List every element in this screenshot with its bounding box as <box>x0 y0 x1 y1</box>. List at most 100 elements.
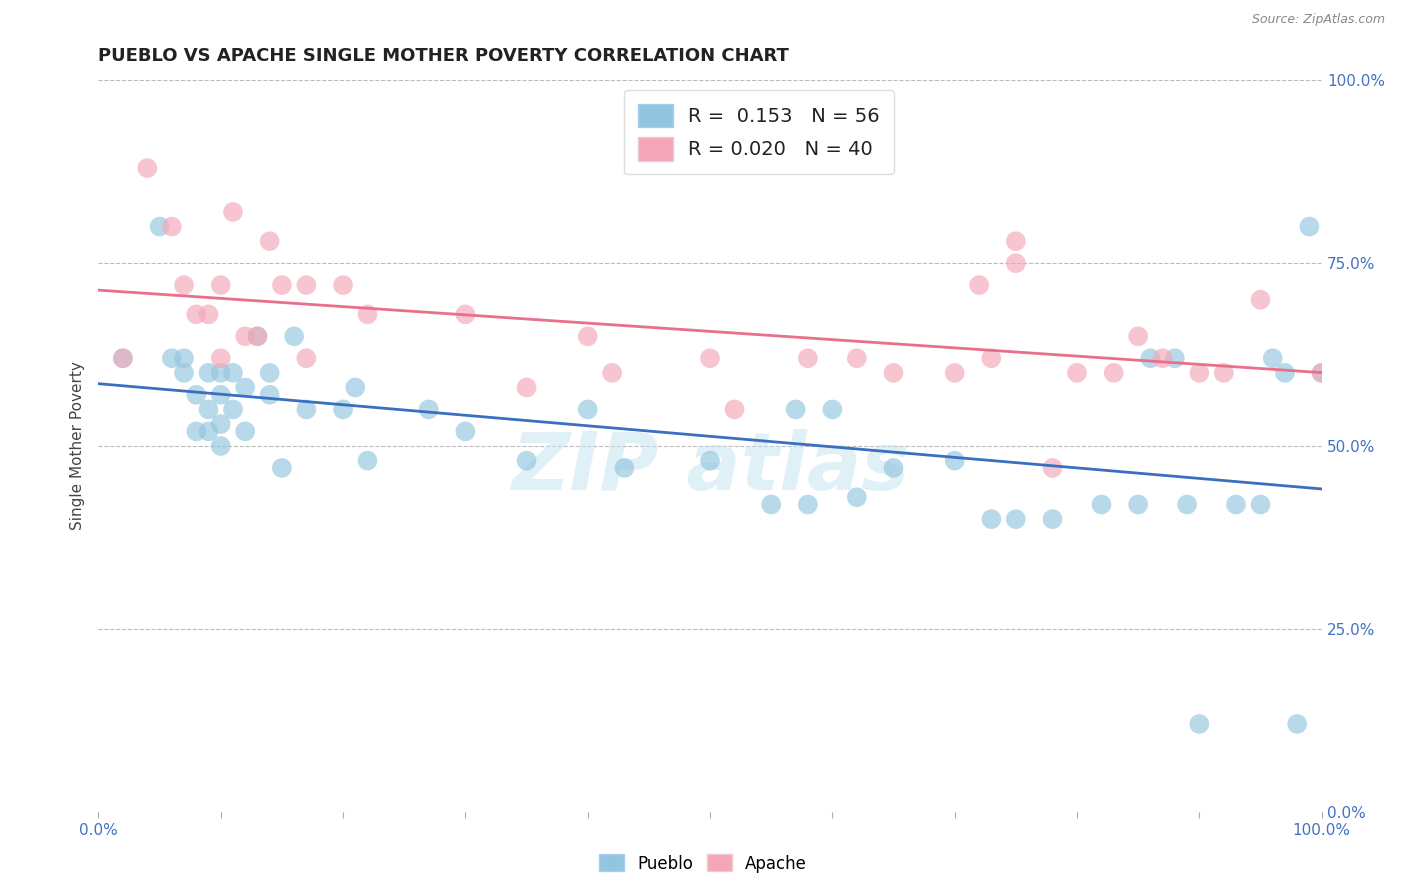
Y-axis label: Single Mother Poverty: Single Mother Poverty <box>70 361 86 531</box>
Point <box>295 402 318 417</box>
Point <box>418 402 440 417</box>
Point <box>845 490 868 504</box>
Point <box>233 380 256 394</box>
Point <box>111 351 134 366</box>
Point <box>1188 366 1211 380</box>
Point <box>270 461 294 475</box>
Point <box>173 278 195 293</box>
Point <box>246 329 269 343</box>
Point <box>785 402 807 417</box>
Point <box>943 453 966 467</box>
Point <box>197 307 219 321</box>
Point <box>883 461 905 475</box>
Point <box>1286 717 1309 731</box>
Point <box>1139 351 1161 366</box>
Point <box>1249 293 1271 307</box>
Point <box>1225 498 1247 512</box>
Point <box>576 402 599 417</box>
Point <box>761 498 783 512</box>
Point <box>797 498 820 512</box>
Point <box>1249 498 1271 512</box>
Point <box>160 219 183 234</box>
Point <box>1274 366 1296 380</box>
Point <box>613 461 636 475</box>
Point <box>454 307 477 321</box>
Point <box>222 402 245 417</box>
Text: PUEBLO VS APACHE SINGLE MOTHER POVERTY CORRELATION CHART: PUEBLO VS APACHE SINGLE MOTHER POVERTY C… <box>98 47 789 65</box>
Point <box>295 278 318 293</box>
Point <box>943 366 966 380</box>
Point <box>1102 366 1125 380</box>
Point <box>1298 219 1320 234</box>
Point <box>222 205 245 219</box>
Point <box>1042 461 1064 475</box>
Point <box>197 402 219 417</box>
Point <box>197 425 219 439</box>
Point <box>246 329 269 343</box>
Point <box>209 417 232 431</box>
Point <box>1175 498 1198 512</box>
Point <box>1090 498 1112 512</box>
Point <box>173 366 195 380</box>
Point <box>1004 256 1026 270</box>
Point <box>1188 717 1211 731</box>
Point <box>883 366 905 380</box>
Point <box>454 425 477 439</box>
Legend: R =  0.153   N = 56, R = 0.020   N = 40: R = 0.153 N = 56, R = 0.020 N = 40 <box>624 90 894 175</box>
Point <box>1128 329 1150 343</box>
Point <box>186 425 208 439</box>
Point <box>222 366 245 380</box>
Point <box>332 278 354 293</box>
Point <box>209 388 232 402</box>
Point <box>356 307 378 321</box>
Point <box>967 278 990 293</box>
Point <box>980 512 1002 526</box>
Point <box>295 351 318 366</box>
Point <box>136 161 159 175</box>
Point <box>1004 512 1026 526</box>
Point <box>259 234 281 248</box>
Point <box>259 388 281 402</box>
Point <box>600 366 623 380</box>
Text: Source: ZipAtlas.com: Source: ZipAtlas.com <box>1251 13 1385 27</box>
Point <box>1261 351 1284 366</box>
Point <box>699 351 721 366</box>
Point <box>283 329 305 343</box>
Point <box>1128 498 1150 512</box>
Point <box>723 402 745 417</box>
Point <box>1004 234 1026 248</box>
Point <box>209 351 232 366</box>
Point <box>149 219 172 234</box>
Point <box>209 439 232 453</box>
Point <box>197 366 219 380</box>
Point <box>1212 366 1234 380</box>
Point <box>1164 351 1187 366</box>
Point <box>699 453 721 467</box>
Point <box>576 329 599 343</box>
Point <box>233 425 256 439</box>
Point <box>233 329 256 343</box>
Point <box>186 388 208 402</box>
Point <box>821 402 844 417</box>
Point <box>186 307 208 321</box>
Legend: Pueblo, Apache: Pueblo, Apache <box>592 847 814 880</box>
Point <box>980 351 1002 366</box>
Point <box>356 453 378 467</box>
Point <box>1042 512 1064 526</box>
Point <box>797 351 820 366</box>
Point <box>515 380 537 394</box>
Point <box>332 402 354 417</box>
Point <box>1152 351 1174 366</box>
Point <box>209 278 232 293</box>
Point <box>1310 366 1333 380</box>
Point <box>160 351 183 366</box>
Point <box>111 351 134 366</box>
Point <box>1066 366 1088 380</box>
Text: ZIP atlas: ZIP atlas <box>510 429 910 507</box>
Point <box>209 366 232 380</box>
Point <box>259 366 281 380</box>
Point <box>845 351 868 366</box>
Point <box>1310 366 1333 380</box>
Point <box>515 453 537 467</box>
Point <box>270 278 294 293</box>
